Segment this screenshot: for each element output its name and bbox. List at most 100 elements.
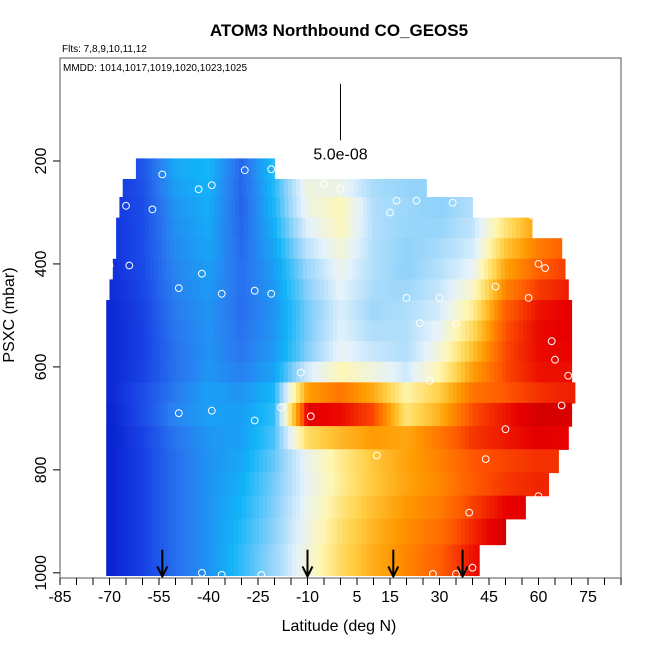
heatmap-cell xyxy=(267,518,272,546)
heatmap-cell xyxy=(312,299,318,322)
heatmap-cell xyxy=(458,238,464,260)
heatmap-cell xyxy=(387,197,393,219)
heatmap-cell xyxy=(210,238,216,260)
heatmap-cell xyxy=(370,299,375,322)
heatmap-cell xyxy=(345,449,351,474)
heatmap-cell xyxy=(192,426,198,450)
x-tick-label: 45 xyxy=(480,589,498,606)
heatmap-cell xyxy=(177,158,182,180)
heatmap-cell xyxy=(117,279,123,301)
heatmap-cell xyxy=(442,258,448,280)
heatmap-cell xyxy=(374,341,380,363)
heatmap-cell xyxy=(110,449,116,474)
heatmap-cell xyxy=(392,238,398,260)
heatmap-cell xyxy=(168,449,173,474)
heatmap-cell xyxy=(522,472,528,497)
heatmap-cell xyxy=(234,518,239,546)
heatmap-cell xyxy=(180,382,186,404)
heatmap-cell xyxy=(411,341,417,363)
heatmap-cell xyxy=(526,402,532,427)
heatmap-cell xyxy=(441,238,447,260)
heatmap-cell xyxy=(436,426,441,450)
heatmap-cell xyxy=(423,279,428,301)
heatmap-cell xyxy=(473,472,479,497)
heatmap-cell xyxy=(281,217,286,239)
heatmap-cell xyxy=(316,402,322,427)
heatmap-cell xyxy=(399,341,404,363)
heatmap-cell xyxy=(345,320,351,342)
heatmap-cell xyxy=(385,279,391,301)
heatmap-cell xyxy=(275,472,281,497)
heatmap-cell xyxy=(432,426,437,450)
heatmap-cell xyxy=(423,544,429,577)
heatmap-cell xyxy=(156,197,162,219)
heatmap-cell xyxy=(378,518,384,546)
heatmap-cell xyxy=(106,449,111,474)
sample-point xyxy=(207,181,216,190)
heatmap-cell xyxy=(139,518,144,546)
heatmap-cell xyxy=(155,472,161,497)
heatmap-cell xyxy=(320,299,326,322)
heatmap-cell xyxy=(463,258,469,280)
heatmap-cell xyxy=(341,382,347,404)
heatmap-cell xyxy=(550,258,555,280)
heatmap-cell xyxy=(242,426,248,450)
heatmap-cell xyxy=(289,217,295,239)
heatmap-cell xyxy=(269,258,275,280)
heatmap-cell xyxy=(285,217,290,239)
heatmap-cell xyxy=(291,361,297,383)
heatmap-cell xyxy=(351,238,356,260)
heatmap-cell xyxy=(456,299,462,322)
heatmap-cell xyxy=(536,238,542,260)
heatmap-cell xyxy=(324,495,330,520)
heatmap-cell xyxy=(182,258,188,280)
heatmap-cell xyxy=(173,238,179,260)
heatmap-cell xyxy=(221,382,227,404)
heatmap-cell xyxy=(176,299,182,322)
heatmap-cell xyxy=(328,299,334,322)
heatmap-cell xyxy=(135,518,140,546)
heatmap-cell xyxy=(489,279,494,301)
heatmap-cell xyxy=(427,341,433,363)
heatmap-cell xyxy=(291,495,297,520)
heatmap-cell xyxy=(337,449,342,474)
heatmap-cell xyxy=(170,258,176,280)
heatmap-cell xyxy=(254,544,260,577)
heatmap-cell xyxy=(161,217,167,239)
heatmap-cell xyxy=(178,258,184,280)
heatmap-cell xyxy=(316,426,322,450)
heatmap-cell xyxy=(279,402,285,427)
heatmap-cell xyxy=(386,361,392,383)
heatmap-cell xyxy=(147,178,153,198)
heatmap-cell xyxy=(126,382,132,404)
heatmap-cell xyxy=(531,382,536,404)
heatmap-cell xyxy=(390,341,396,363)
heatmap-cell xyxy=(291,518,297,546)
heatmap-cell xyxy=(258,382,264,404)
heatmap-cell xyxy=(382,449,388,474)
heatmap-cell xyxy=(539,320,545,342)
heatmap-cell xyxy=(229,382,235,404)
heatmap-cell xyxy=(551,341,557,363)
heatmap-cell xyxy=(312,361,318,383)
heatmap-cell xyxy=(374,299,380,322)
heatmap-cell xyxy=(568,402,573,427)
heatmap-cell xyxy=(489,402,495,427)
heatmap-cell xyxy=(503,238,509,260)
heatmap-cell xyxy=(159,518,165,546)
heatmap-cell xyxy=(215,217,220,239)
heatmap-cell xyxy=(144,158,149,180)
heatmap-cell xyxy=(213,320,219,342)
heatmap-cell xyxy=(238,495,243,520)
heatmap-cell xyxy=(559,361,565,383)
heatmap-cell xyxy=(308,341,314,363)
heatmap-cell xyxy=(262,495,268,520)
heatmap-cell xyxy=(293,217,299,239)
heatmap-cell xyxy=(397,258,403,280)
heatmap-cell xyxy=(221,361,227,383)
heatmap-cell xyxy=(474,238,480,260)
heatmap-cell xyxy=(173,197,178,219)
heatmap-cell xyxy=(217,449,223,474)
heatmap-cell xyxy=(358,197,364,219)
heatmap-cell xyxy=(176,426,182,450)
